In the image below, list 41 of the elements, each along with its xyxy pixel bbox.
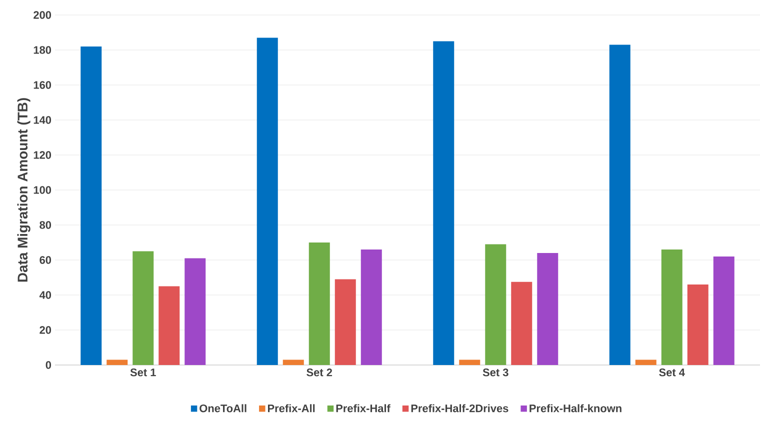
x-tick-label: Set 3 — [482, 368, 508, 376]
bar — [184, 258, 206, 365]
y-tick-label: 160 — [34, 81, 52, 89]
y-tick-label: 60 — [40, 256, 52, 264]
y-tick-label: 140 — [34, 116, 52, 124]
y-tick-label: 20 — [40, 326, 52, 334]
bar — [282, 360, 304, 365]
bar — [661, 250, 682, 365]
bar — [80, 46, 102, 365]
legend-label: Prefix-Half-2Drives — [411, 404, 508, 412]
y-axis-title: Data Migration Amount (TB) — [17, 98, 30, 282]
bar — [485, 244, 506, 365]
bar — [713, 256, 734, 365]
bar — [609, 44, 630, 365]
bar — [459, 360, 480, 365]
y-tick-label: 0 — [46, 361, 52, 369]
x-tick-label: Set 1 — [130, 368, 156, 376]
legend-label: OneToAll — [200, 404, 246, 412]
y-tick-label: 120 — [34, 151, 52, 159]
bar — [433, 41, 454, 365]
bar — [537, 253, 558, 365]
y-tick-label: 100 — [34, 186, 52, 194]
x-tick-label: Set 4 — [659, 368, 685, 376]
x-tick-label: Set 2 — [306, 368, 332, 376]
bar — [687, 284, 708, 365]
bar — [132, 251, 154, 365]
y-tick-label: 40 — [39, 291, 52, 299]
y-tick-label: 80 — [40, 221, 52, 229]
bar — [334, 279, 356, 365]
bar — [360, 250, 382, 365]
bar — [511, 282, 532, 365]
legend-label: Prefix-Half-known — [530, 404, 622, 412]
bar — [635, 360, 656, 365]
legend-label: Prefix-All — [268, 404, 315, 412]
bar — [106, 360, 128, 365]
y-tick-label: 180 — [34, 46, 52, 54]
y-tick-label: 200 — [34, 11, 52, 19]
bar — [308, 242, 330, 365]
bar — [158, 286, 180, 365]
legend-label: Prefix-Half — [336, 404, 390, 412]
bar — [256, 38, 278, 365]
